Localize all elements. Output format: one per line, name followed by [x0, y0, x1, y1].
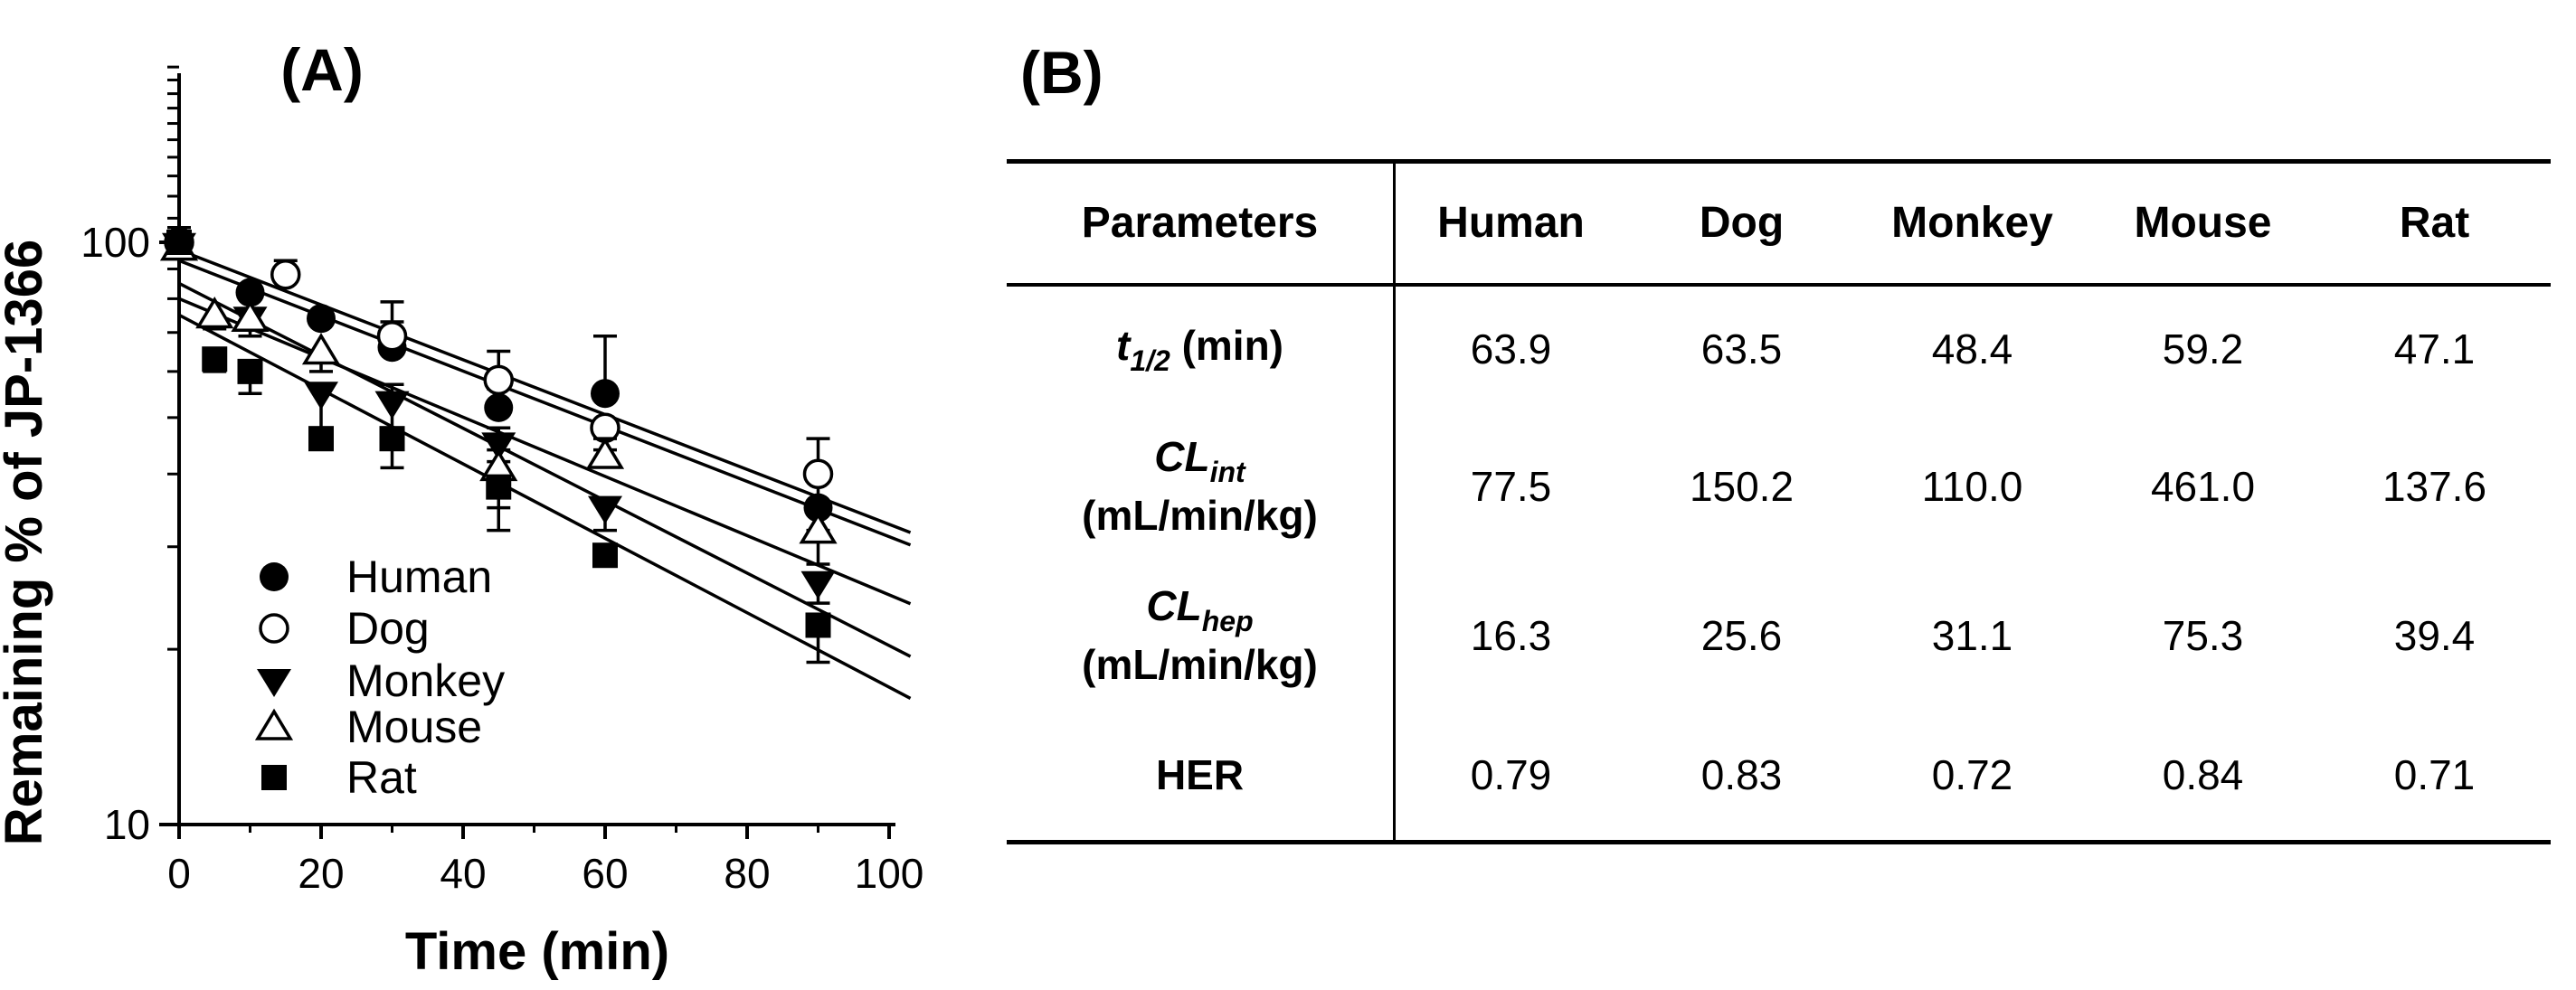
filled-circle-marker	[591, 379, 620, 409]
fit-line-rat	[178, 313, 912, 700]
table-value-r3-c2: 0.72	[1931, 750, 2013, 798]
x-tick-label: 40	[440, 850, 486, 897]
open-circle-marker	[802, 458, 834, 490]
table-header-parameters: Parameters	[1007, 164, 1396, 287]
table-value-r1-c0: 77.5	[1470, 462, 1552, 510]
y-axis-title: Remaining % of JP-1366	[0, 240, 53, 845]
x-tick-label: 100	[855, 850, 924, 897]
x-tick-label: 60	[582, 850, 628, 897]
row-label-0: t1/2 (min)	[1007, 287, 1396, 412]
filled-square-marker	[486, 474, 512, 500]
filled-square-marker	[166, 230, 192, 255]
filled-triangle-down-marker	[257, 669, 291, 697]
table-value-r3-c3: 0.84	[2162, 750, 2244, 798]
open-triangle-up-marker	[585, 437, 625, 469]
panel-a-chart: (A) 10 100 0 20 40 60 80 100 Time (min) Remaining …	[0, 36, 924, 981]
parameters-table: Parameters Human Dog Monkey Mouse Rat t1/2 (mi…	[1007, 159, 2551, 844]
table-value-r2-c2: 31.1	[1931, 611, 2013, 659]
legend-label-human: Human	[346, 552, 492, 602]
table-value-r0-c3: 59.2	[2162, 325, 2244, 372]
table-value-r0-c4: 47.1	[2393, 325, 2476, 372]
table-value-r2-c0: 16.3	[1470, 611, 1552, 659]
table-value-r2-c4: 39.4	[2393, 611, 2476, 659]
table-value-r1-c4: 137.6	[2382, 462, 2487, 510]
table-value-r0-c2: 48.4	[1931, 325, 2013, 372]
y-axis	[159, 65, 181, 826]
table-value-r3-c1: 0.83	[1700, 750, 1783, 798]
filled-square-marker	[237, 358, 263, 384]
table-value-r1-c3: 461.0	[2150, 462, 2256, 510]
filled-square-marker	[379, 426, 405, 452]
table-value-r1-c2: 110.0	[1921, 462, 2023, 510]
fit-line-mouse	[178, 297, 912, 606]
filled-triangle-down-marker	[374, 391, 410, 420]
table-value-r3-c4: 0.71	[2393, 750, 2476, 798]
filled-triangle-down-marker	[588, 495, 622, 524]
fit-line-monkey	[178, 281, 912, 658]
fit-line-human	[178, 248, 912, 534]
filled-square-marker	[308, 426, 334, 452]
table-header-monkey: Monkey	[1857, 164, 2088, 287]
filled-triangle-down-marker	[481, 432, 516, 461]
open-circle-marker	[483, 364, 514, 396]
filled-circle-marker	[235, 278, 265, 307]
fit-line-dog	[178, 259, 912, 547]
x-tick-label: 0	[167, 850, 191, 897]
filled-circle-marker	[484, 392, 514, 422]
table-value-r3-c0: 0.79	[1470, 750, 1552, 798]
table-header-human: Human	[1396, 164, 1626, 287]
panel-b-label: (B)	[1020, 39, 1103, 106]
table-header-dog: Dog	[1626, 164, 1857, 287]
row-label-1: CLint (mL/min/kg)	[1007, 412, 1396, 561]
row-label-3: HER	[1007, 711, 1396, 840]
filled-square-marker	[592, 542, 618, 569]
y-tick-label: 100	[80, 219, 150, 266]
legend-label-dog: Dog	[346, 603, 430, 654]
x-tick-label: 20	[298, 850, 344, 897]
filled-circle-marker	[803, 493, 833, 523]
filled-circle-marker	[307, 304, 336, 334]
x-axis	[177, 823, 895, 839]
open-triangle-up-marker	[195, 297, 234, 329]
filled-square-marker	[261, 765, 287, 790]
open-triangle-up-marker	[231, 299, 270, 332]
table-value-r2-c1: 25.6	[1700, 611, 1783, 659]
x-tick-label: 80	[724, 850, 770, 897]
panel-a-label: (A)	[280, 36, 364, 103]
open-triangle-up-marker	[254, 708, 294, 740]
legend-label-rat: Rat	[346, 752, 417, 803]
table-value-r2-c3: 75.3	[2162, 611, 2244, 659]
open-circle-marker	[270, 259, 301, 290]
table-header-rat: Rat	[2318, 164, 2551, 287]
legend-label-monkey: Monkey	[346, 655, 505, 706]
legend-label-mouse: Mouse	[346, 702, 482, 752]
filled-square-marker	[805, 612, 831, 638]
row-label-2: CLhep (mL/min/kg)	[1007, 561, 1396, 711]
filled-triangle-down-marker	[800, 570, 836, 599]
table-header-mouse: Mouse	[2088, 164, 2318, 287]
filled-circle-marker	[260, 562, 289, 591]
x-axis-title: Time (min)	[405, 922, 669, 981]
filled-triangle-down-marker	[304, 382, 338, 410]
open-triangle-up-marker	[301, 333, 341, 365]
table-value-r0-c0: 63.9	[1470, 325, 1552, 372]
table-value-r0-c1: 63.5	[1700, 325, 1783, 372]
table-value-r1-c1: 150.2	[1689, 462, 1795, 510]
open-circle-marker	[376, 321, 408, 352]
open-triangle-up-marker	[799, 512, 838, 544]
open-circle-marker	[259, 613, 289, 644]
y-tick-label: 10	[104, 801, 150, 848]
series-rat	[166, 230, 831, 665]
filled-square-marker	[202, 346, 228, 372]
